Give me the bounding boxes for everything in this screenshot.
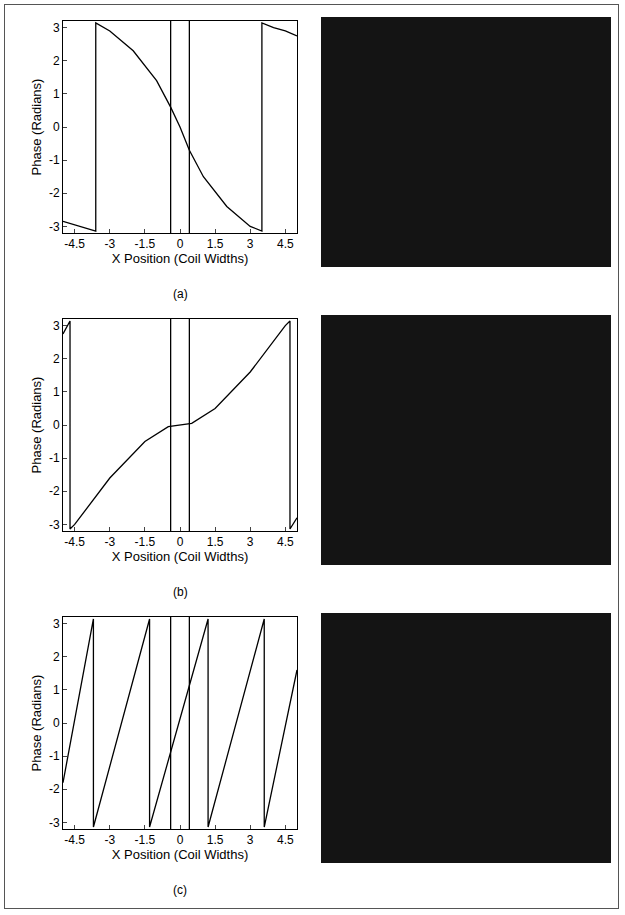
- svg-text:1.5: 1.5: [207, 237, 224, 251]
- svg-text:0: 0: [53, 716, 60, 730]
- svg-text:3: 3: [247, 833, 254, 847]
- svg-text:1: 1: [53, 87, 60, 101]
- svg-text:2: 2: [53, 352, 60, 366]
- svg-text:Phase (Radians): Phase (Radians): [29, 79, 44, 176]
- svg-text:4.5: 4.5: [277, 833, 294, 847]
- svg-text:-3: -3: [104, 237, 115, 251]
- svg-text:0: 0: [177, 535, 184, 549]
- svg-text:0: 0: [53, 120, 60, 134]
- svg-text:X Position (Coil Widths): X Position (Coil Widths): [112, 251, 249, 266]
- svg-text:-1: -1: [49, 749, 60, 763]
- svg-text:3: 3: [53, 617, 60, 631]
- svg-text:0: 0: [177, 237, 184, 251]
- svg-text:-3: -3: [49, 220, 60, 234]
- svg-text:-1: -1: [49, 153, 60, 167]
- svg-text:(b): (b): [173, 585, 188, 599]
- svg-text:4.5: 4.5: [277, 237, 294, 251]
- svg-text:-4.5: -4.5: [64, 833, 85, 847]
- svg-text:1.5: 1.5: [207, 833, 224, 847]
- svg-text:-2: -2: [49, 484, 60, 498]
- svg-text:-2: -2: [49, 186, 60, 200]
- svg-text:2: 2: [53, 650, 60, 664]
- svg-text:-1: -1: [49, 451, 60, 465]
- svg-text:4.5: 4.5: [277, 535, 294, 549]
- svg-text:-4.5: -4.5: [64, 535, 85, 549]
- svg-text:1: 1: [53, 385, 60, 399]
- svg-text:-3: -3: [49, 816, 60, 830]
- svg-text:3: 3: [247, 535, 254, 549]
- svg-text:-1.5: -1.5: [135, 535, 156, 549]
- svg-text:-3: -3: [104, 833, 115, 847]
- svg-text:2: 2: [53, 54, 60, 68]
- svg-text:0: 0: [177, 833, 184, 847]
- svg-text:3: 3: [53, 21, 60, 35]
- svg-text:-2: -2: [49, 782, 60, 796]
- svg-text:0: 0: [53, 418, 60, 432]
- svg-text:3: 3: [247, 237, 254, 251]
- svg-text:X Position (Coil Widths): X Position (Coil Widths): [112, 847, 249, 862]
- svg-text:Phase (Radians): Phase (Radians): [29, 377, 44, 474]
- svg-text:-1.5: -1.5: [135, 237, 156, 251]
- svg-text:1: 1: [53, 683, 60, 697]
- svg-text:Phase (Radians): Phase (Radians): [29, 675, 44, 772]
- svg-text:(a): (a): [173, 287, 188, 301]
- svg-text:1.5: 1.5: [207, 535, 224, 549]
- svg-text:-3: -3: [49, 518, 60, 532]
- svg-text:3: 3: [53, 319, 60, 333]
- svg-text:-3: -3: [104, 535, 115, 549]
- svg-text:-1.5: -1.5: [135, 833, 156, 847]
- svg-text:-4.5: -4.5: [64, 237, 85, 251]
- svg-text:(c): (c): [173, 883, 187, 897]
- svg-text:X Position (Coil Widths): X Position (Coil Widths): [112, 549, 249, 564]
